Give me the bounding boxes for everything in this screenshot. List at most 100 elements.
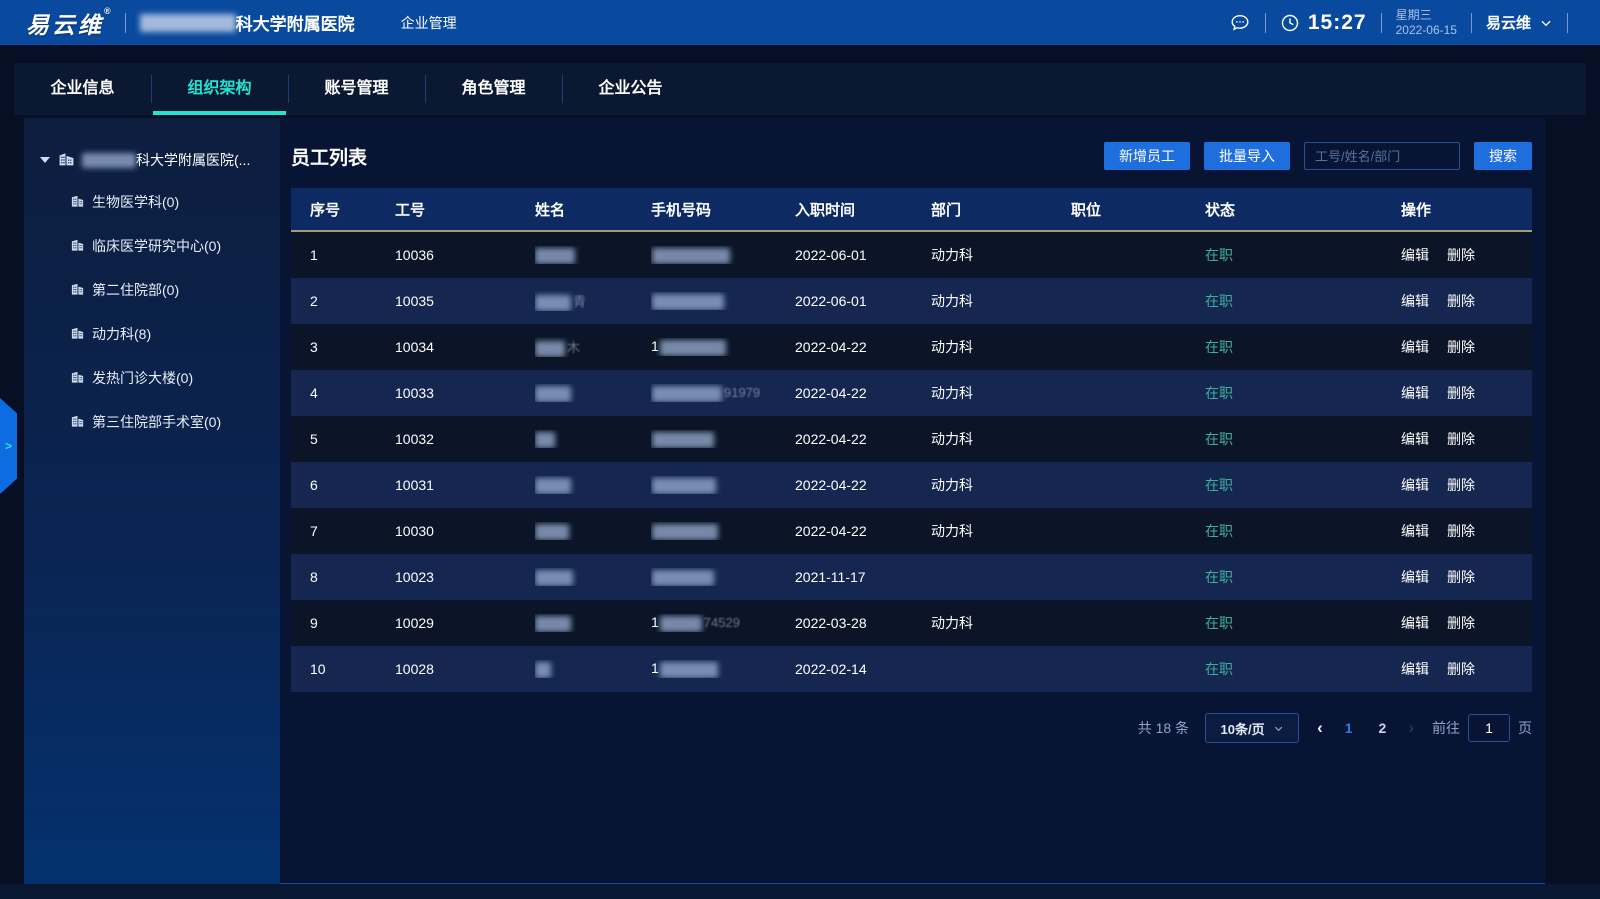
edit-link[interactable]: 编辑 bbox=[1401, 477, 1429, 493]
edit-link[interactable]: 编辑 bbox=[1401, 523, 1429, 539]
status-badge: 在职 bbox=[1205, 293, 1233, 309]
total-count: 共 18 条 bbox=[1137, 720, 1190, 736]
table-row[interactable]: 6 10031 2022-04-22 动力科 在职 编辑 删除 bbox=[291, 462, 1532, 508]
delete-link[interactable]: 删除 bbox=[1447, 661, 1475, 677]
table-row[interactable]: 1 10036 2022-06-01 动力科 在职 编辑 删除 bbox=[291, 232, 1532, 278]
tab-5[interactable]: 企业公告 bbox=[562, 63, 699, 115]
date-display: 星期三 2022-06-15 bbox=[1396, 8, 1457, 38]
sidebar-collapse-handle[interactable]: > bbox=[0, 398, 17, 494]
cell-name: 木 bbox=[535, 337, 651, 357]
tree-root-label: 科大学附属医院(... bbox=[136, 152, 251, 168]
top-header-bar: 易云维® 科大学附属医院 企业管理 15:27 星期三 2022-06-15 bbox=[0, 0, 1600, 45]
name-suffix: 木 bbox=[567, 340, 581, 356]
edit-link[interactable]: 编辑 bbox=[1401, 661, 1429, 677]
table-row[interactable]: 10 10028 1 2022-02-14 在职 编辑 删除 bbox=[291, 646, 1532, 692]
tree-item-label: 临床医学研究中心(0) bbox=[92, 238, 222, 254]
table-row[interactable]: 5 10032 2022-04-22 动力科 在职 编辑 删除 bbox=[291, 416, 1532, 462]
page-number-1[interactable]: 1 bbox=[1344, 720, 1353, 736]
redacted-phone bbox=[652, 477, 716, 494]
employee-table: 序号 工号 姓名 手机号码 入职时间 部门 职位 状态 操作 1 10036 2022-06-0… bbox=[291, 188, 1532, 692]
status-badge: 在职 bbox=[1205, 431, 1233, 447]
tab-3[interactable]: 账号管理 bbox=[288, 63, 425, 115]
cell-actions: 编辑 删除 bbox=[1401, 659, 1532, 679]
building-icon bbox=[70, 369, 85, 387]
goto-page-input[interactable] bbox=[1468, 714, 1510, 742]
tree-item-label: 发热门诊大楼(0) bbox=[92, 370, 194, 386]
tab-1[interactable]: 企业信息 bbox=[14, 63, 151, 115]
delete-link[interactable]: 删除 bbox=[1447, 431, 1475, 447]
edit-link[interactable]: 编辑 bbox=[1401, 339, 1429, 355]
cell-department: 动力科 bbox=[931, 431, 973, 447]
table-header-row: 序号 工号 姓名 手机号码 入职时间 部门 职位 状态 操作 bbox=[291, 188, 1532, 232]
tab-2[interactable]: 组织架构 bbox=[151, 63, 288, 115]
tab-4[interactable]: 角色管理 bbox=[425, 63, 562, 115]
cell-name bbox=[535, 430, 651, 448]
divider bbox=[1567, 12, 1568, 33]
cell-department: 动力科 bbox=[931, 247, 973, 263]
table-row[interactable]: 2 10035 青 2022-06-01 动力科 在职 编辑 删除 bbox=[291, 278, 1532, 324]
cell-hire-date: 2022-06-01 bbox=[795, 247, 867, 263]
edit-link[interactable]: 编辑 bbox=[1401, 247, 1429, 263]
redacted-phone bbox=[659, 615, 702, 632]
caret-down-icon[interactable] bbox=[40, 157, 50, 163]
building-icon bbox=[70, 281, 85, 299]
cell-seq: 1 bbox=[310, 247, 318, 263]
phone-prefix: 1 bbox=[651, 614, 659, 631]
delete-link[interactable]: 删除 bbox=[1447, 615, 1475, 631]
batch-import-button[interactable]: 批量导入 bbox=[1204, 142, 1290, 170]
table-row[interactable]: 8 10023 2021-11-17 在职 编辑 删除 bbox=[291, 554, 1532, 600]
delete-link[interactable]: 删除 bbox=[1447, 523, 1475, 539]
edit-link[interactable]: 编辑 bbox=[1401, 293, 1429, 309]
tree-item-3[interactable]: 第二住院部(0) bbox=[24, 268, 280, 312]
tree-item-4[interactable]: 动力科(8) bbox=[24, 312, 280, 356]
tree-item-5[interactable]: 发热门诊大楼(0) bbox=[24, 356, 280, 400]
cell-employee-id: 10030 bbox=[395, 523, 434, 539]
chevron-right-icon: > bbox=[4, 439, 12, 453]
table-row[interactable]: 9 10029 1 74529 2022-03-28 动力科 在职 编辑 删除 bbox=[291, 600, 1532, 646]
message-icon[interactable] bbox=[1229, 12, 1251, 34]
next-page-button[interactable]: › bbox=[1408, 718, 1414, 737]
delete-link[interactable]: 删除 bbox=[1447, 385, 1475, 401]
edit-link[interactable]: 编辑 bbox=[1401, 385, 1429, 401]
delete-link[interactable]: 删除 bbox=[1447, 569, 1475, 585]
redacted-name bbox=[535, 523, 569, 540]
delete-link[interactable]: 删除 bbox=[1447, 293, 1475, 309]
building-icon bbox=[70, 325, 85, 343]
cell-actions: 编辑 删除 bbox=[1401, 337, 1532, 357]
phone-prefix: 1 bbox=[651, 338, 659, 355]
prev-page-button[interactable]: ‹ bbox=[1317, 718, 1323, 737]
edit-link[interactable]: 编辑 bbox=[1401, 569, 1429, 585]
menu-enterprise-management[interactable]: 企业管理 bbox=[400, 14, 457, 31]
redacted-name bbox=[535, 569, 573, 586]
pagination-bar: 共 18 条 10条/页 ‹ 1 2 › 前往 页 bbox=[280, 713, 1532, 743]
cell-actions: 编辑 删除 bbox=[1401, 245, 1532, 265]
page-number-2[interactable]: 2 bbox=[1378, 720, 1387, 736]
chevron-down-icon[interactable] bbox=[1539, 16, 1553, 30]
delete-link[interactable]: 删除 bbox=[1447, 477, 1475, 493]
divider bbox=[1470, 12, 1472, 33]
edit-link[interactable]: 编辑 bbox=[1401, 431, 1429, 447]
table-row[interactable]: 7 10030 2022-04-22 动力科 在职 编辑 删除 bbox=[291, 508, 1532, 554]
search-button[interactable]: 搜索 bbox=[1474, 142, 1532, 170]
tree-item-2[interactable]: 临床医学研究中心(0) bbox=[24, 224, 280, 268]
cell-phone bbox=[651, 292, 795, 310]
building-icon bbox=[70, 193, 85, 211]
tree-item-1[interactable]: 生物医学科(0) bbox=[24, 180, 280, 224]
bottom-strip bbox=[0, 884, 1600, 899]
search-input[interactable] bbox=[1304, 142, 1460, 170]
cell-actions: 编辑 删除 bbox=[1401, 613, 1532, 633]
cell-employee-id: 10035 bbox=[395, 293, 434, 309]
weekday-label: 星期三 bbox=[1395, 7, 1432, 22]
table-row[interactable]: 4 10033 91979 2022-04-22 动力科 在职 编辑 删除 bbox=[291, 370, 1532, 416]
user-menu[interactable]: 易云维 bbox=[1485, 15, 1531, 32]
tree-root-hospital[interactable]: 科大学附属医院(... bbox=[24, 140, 280, 180]
table-row[interactable]: 3 10034 木 1 2022-04-22 动力科 在职 编辑 删除 bbox=[291, 324, 1532, 370]
cell-name bbox=[535, 246, 651, 264]
edit-link[interactable]: 编辑 bbox=[1401, 615, 1429, 631]
page-size-select[interactable]: 10条/页 bbox=[1205, 713, 1300, 743]
delete-link[interactable]: 删除 bbox=[1447, 339, 1475, 355]
status-badge: 在职 bbox=[1205, 661, 1233, 677]
add-employee-button[interactable]: 新增员工 bbox=[1104, 142, 1190, 170]
delete-link[interactable]: 删除 bbox=[1447, 247, 1475, 263]
tree-item-6[interactable]: 第三住院部手术室(0) bbox=[24, 400, 280, 444]
